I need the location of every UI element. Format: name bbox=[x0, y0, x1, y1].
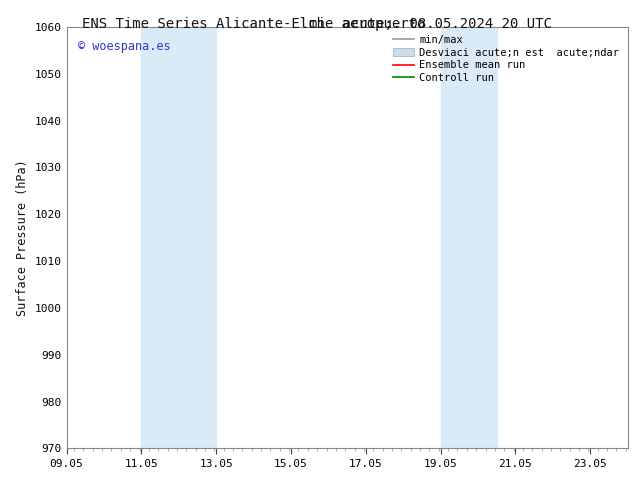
Bar bbox=[141, 27, 216, 448]
Text: © woespana.es: © woespana.es bbox=[78, 40, 171, 52]
Legend: min/max, Desviaci acute;n est  acute;ndar, Ensemble mean run, Controll run: min/max, Desviaci acute;n est acute;ndar… bbox=[390, 32, 623, 86]
Y-axis label: Surface Pressure (hPa): Surface Pressure (hPa) bbox=[16, 159, 29, 316]
Text: ENS Time Series Alicante-Elche aeropuerto: ENS Time Series Alicante-Elche aeropuert… bbox=[82, 17, 426, 31]
Bar bbox=[441, 27, 496, 448]
Text: mi  acute;. 08.05.2024 20 UTC: mi acute;. 08.05.2024 20 UTC bbox=[309, 17, 552, 31]
